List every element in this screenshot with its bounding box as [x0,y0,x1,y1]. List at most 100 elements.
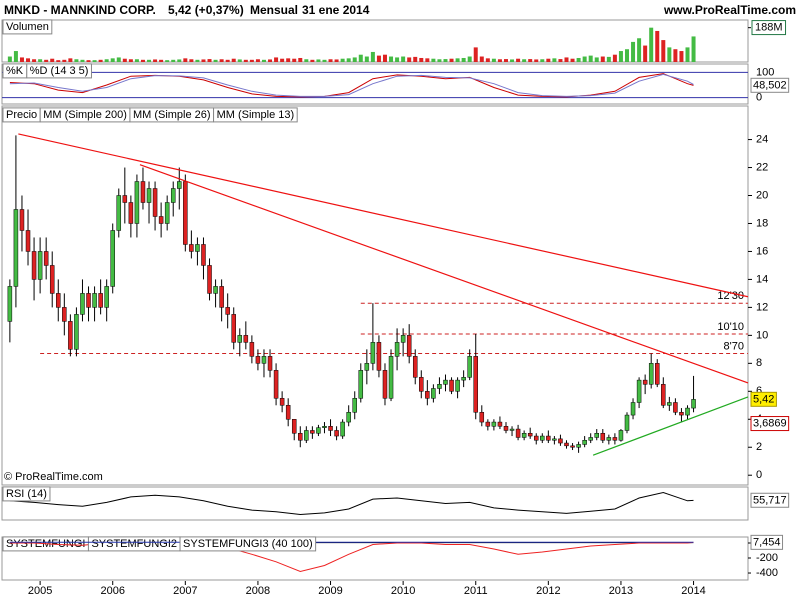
volume-bar [304,59,309,62]
volume-bar [328,59,333,62]
volume-bar [516,58,521,62]
legend-item: MM (Simple 26) [133,109,211,121]
y-tick-label: 18 [756,217,768,229]
value-badge-box [750,534,784,550]
candle-body [388,356,394,399]
candle-body [237,335,243,343]
candle-body [134,181,140,224]
volume-bar [600,56,605,62]
volume-bar [231,58,236,62]
panel-frame [1,105,749,486]
candle-body [164,202,170,224]
candle-body [334,430,339,437]
volume-bar [298,57,303,62]
candle-body [606,437,612,441]
volume-bar [455,58,460,62]
panel-title: Volumen [6,21,49,33]
candle-body [473,356,478,413]
volume-bar [401,56,406,62]
volume-bar [564,57,569,62]
indicator-line [9,73,694,98]
value-badge: 7,454 [753,536,781,548]
candle-body [110,230,115,287]
volume-bar [667,47,672,62]
volume-bar [268,59,273,62]
volume-bar [98,59,103,62]
value-badge-box [750,492,790,508]
candle-body [564,442,569,447]
candle-body [431,388,436,399]
y-tick-label: 8 [756,357,762,369]
y-tick-label: 12 [756,301,768,313]
candle-body [74,314,79,350]
volume-bar [473,47,478,62]
trend-line [139,164,749,384]
candle-body [509,428,515,431]
volume-bar [195,59,200,62]
x-tick-label: 2013 [609,585,633,597]
x-tick-label: 2006 [100,585,124,597]
candle-body [576,444,581,448]
candle-body [461,377,466,381]
candle-body [285,405,291,420]
candle-body [225,307,230,315]
volume-bar [491,58,496,62]
symbol: MNKD - MANNKIND CORP. [4,3,156,17]
candle-body [570,445,575,448]
volume-bar [443,59,448,62]
candle-body [449,379,454,392]
legend-item: SYSTEMFUNGI3 (40 100) [183,538,313,550]
volume-bar [419,57,424,62]
legend-item-box [2,486,51,502]
candle-body [80,293,85,315]
candle-body [642,379,648,385]
candle-body [267,356,273,371]
trend-line [592,396,749,456]
y-tick-label: 188M [755,22,783,34]
volume-bar [594,57,599,62]
volume-bar [431,58,436,62]
candle-body [455,379,460,392]
y-tick-label: -400 [756,567,778,579]
volume-bar [370,51,375,62]
volume-bar [461,57,466,62]
volume-bar [122,58,127,62]
candle-body [540,435,545,441]
y-tick-label: 16 [756,245,768,257]
candle-body [437,384,442,389]
volume-bar [255,59,260,62]
level-label: 10'10 [717,321,744,333]
volume-bar [376,55,381,62]
volume-bar [243,59,248,62]
volume-bar [437,59,442,62]
x-tick-label: 2014 [681,585,705,597]
volume-bar [62,59,67,62]
volume-bar [134,59,139,62]
volume-bar [32,59,37,62]
candle-body [485,421,491,427]
volume-bar [128,59,133,62]
x-tick-label: 2011 [464,585,488,597]
indicator-line [9,491,694,516]
candle-body [31,251,37,280]
candle-body [213,286,218,294]
candle-body [291,419,297,434]
candle-body [636,379,642,403]
legend-item: RSI (14) [6,488,47,500]
candle-body [328,426,333,431]
volume-bar [588,55,593,62]
candle-body [630,402,636,416]
volume-bar [528,59,533,62]
volume-bar [631,41,636,62]
volume-bar [497,59,502,62]
volume-bar [606,56,611,62]
y-tick-label: -200 [756,552,778,564]
candle-body [412,356,418,378]
volume-bar [425,58,430,62]
volume-bar [316,59,321,62]
volume-bar [147,59,152,62]
candle-body [497,421,503,427]
level-label: 12'30 [717,290,744,302]
volume-bar [44,59,49,62]
volume-bar [171,59,176,62]
